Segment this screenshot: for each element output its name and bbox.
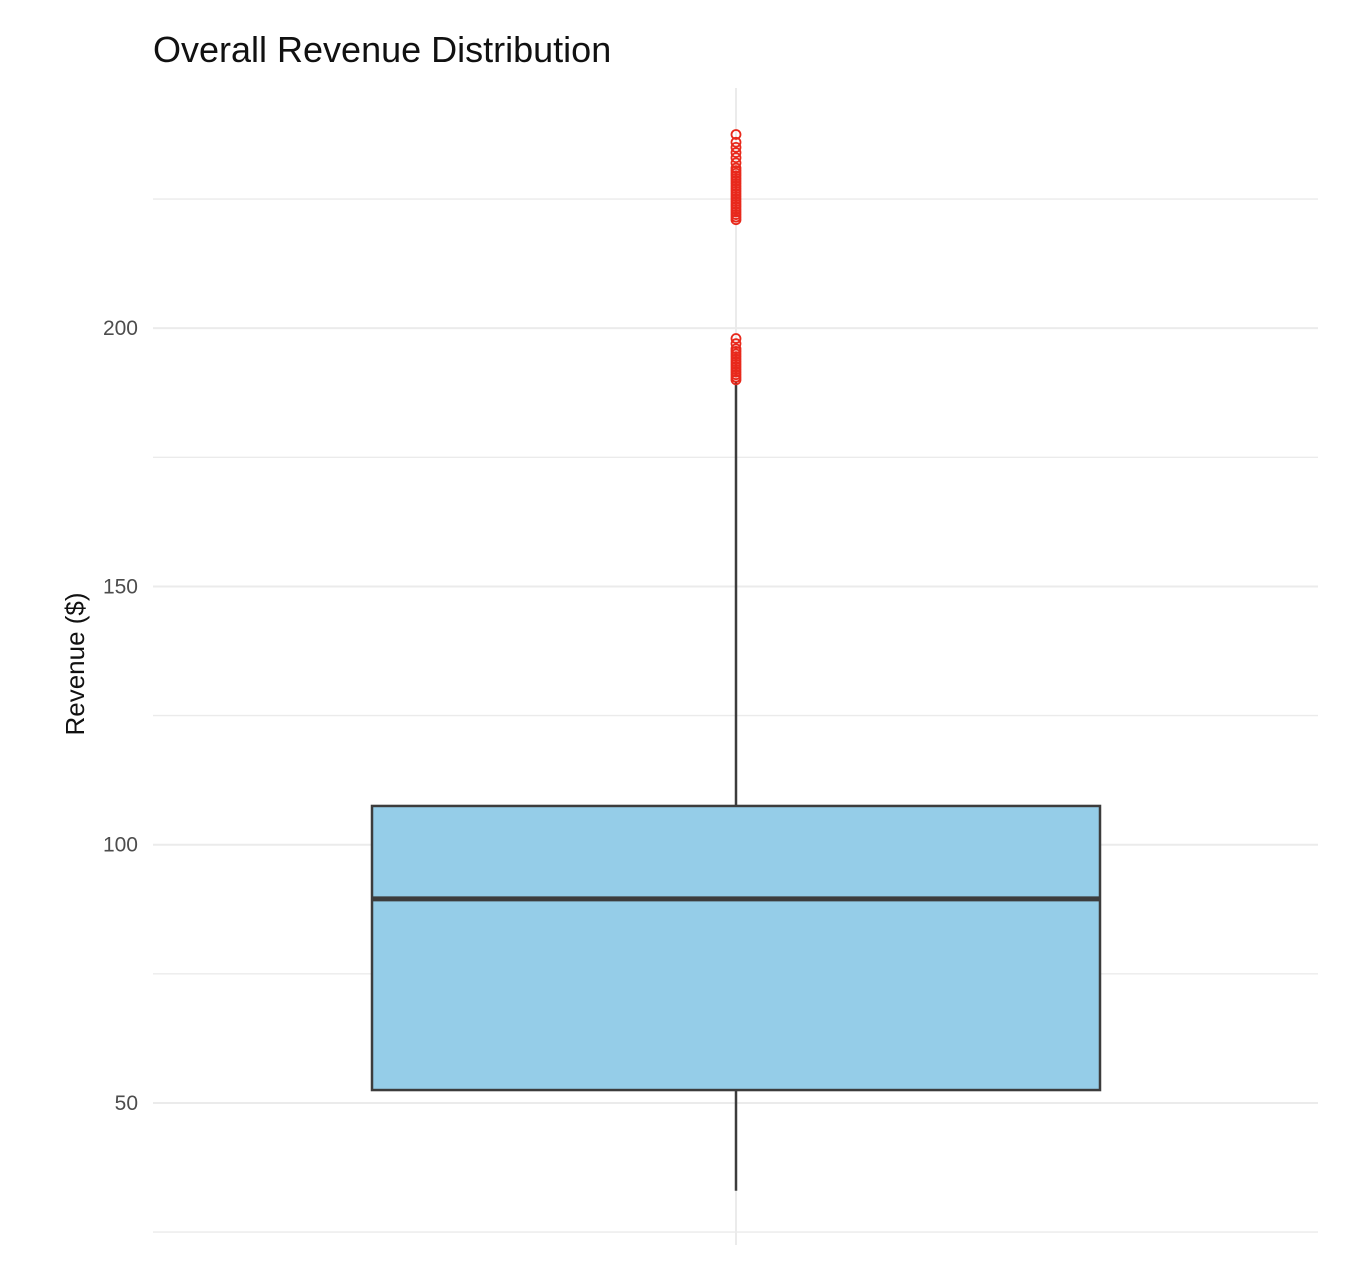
chart-title: Overall Revenue Distribution	[153, 29, 611, 70]
outlier-points	[730, 129, 742, 386]
outlier-point	[730, 141, 742, 153]
y-tick-label: 150	[103, 575, 138, 598]
outlier-point	[730, 338, 742, 350]
y-axis-label: Revenue ($)	[60, 592, 90, 735]
outlier-point	[730, 136, 742, 148]
y-axis-ticks: 50 100 150 200	[103, 317, 138, 1115]
outlier-point	[730, 157, 742, 169]
box-iqr	[370, 804, 1102, 1092]
outlier-point	[730, 152, 742, 164]
box-group	[370, 382, 1102, 1191]
y-tick-label: 100	[103, 834, 138, 857]
outlier-point	[730, 333, 742, 344]
outlier-point	[730, 162, 742, 174]
outlier-point	[730, 147, 742, 158]
outlier-point	[730, 343, 742, 355]
y-tick-label: 50	[115, 1092, 138, 1115]
y-tick-label: 200	[103, 317, 138, 340]
outlier-point	[730, 129, 742, 140]
